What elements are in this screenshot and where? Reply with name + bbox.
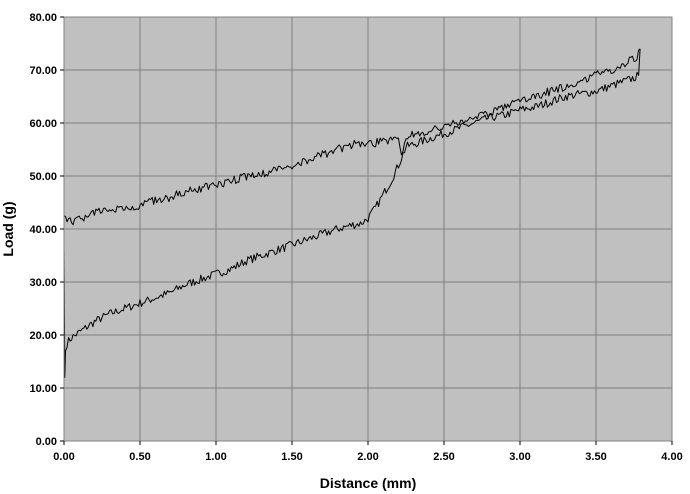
series-line-2 [63,48,641,226]
y-axis-ticks: 0.00 10.00 20.00 30.00 40.00 50.00 60.00 70.00 8… [29,12,64,448]
x-axis-ticks: 0.00 0.50 1.00 1.50 2.00 2.50 3.00 3.50 4.00 [53,441,683,463]
y-tick-label: 40.00 [29,224,57,236]
x-tick-label: 2.50 [433,451,454,463]
x-tick-label: 1.00 [205,451,226,463]
series-layer [63,48,641,378]
y-tick-label: 0.00 [36,436,57,448]
y-tick-label: 20.00 [29,330,57,342]
y-tick-label: 30.00 [29,277,57,289]
series-line-1 [63,48,641,378]
y-axis-title: Load (g) [0,201,16,256]
x-tick-label: 4.00 [661,451,682,463]
y-tick-label: 60.00 [29,118,57,130]
x-tick-label: 3.00 [509,451,530,463]
grid [64,17,672,441]
x-tick-label: 3.50 [585,451,606,463]
y-tick-label: 10.00 [29,383,57,395]
x-tick-label: 2.00 [357,451,378,463]
y-tick-label: 70.00 [29,65,57,77]
x-axis-title: Distance (mm) [320,475,416,491]
x-tick-label: 0.50 [129,451,150,463]
y-tick-label: 80.00 [29,12,57,24]
x-tick-label: 0.00 [53,451,74,463]
x-tick-label: 1.50 [281,451,302,463]
y-tick-label: 50.00 [29,171,57,183]
